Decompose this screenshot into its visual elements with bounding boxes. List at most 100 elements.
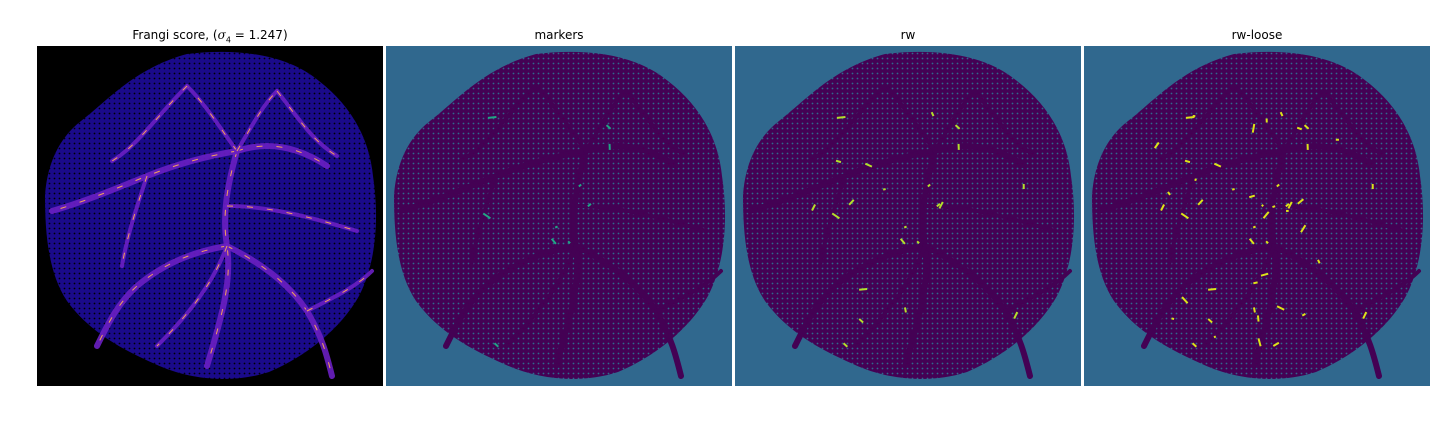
frangi-title-suffix: = 1.247) (230, 28, 288, 42)
vessel-edge-highlight (276, 90, 338, 157)
segment-spot (1213, 162, 1222, 168)
vessel (1003, 269, 1072, 313)
segment-spot (487, 116, 497, 119)
segment-spot (1300, 224, 1307, 233)
segment-spot (882, 188, 886, 191)
vessel (583, 143, 679, 169)
segment-spot (836, 116, 846, 119)
vessel (973, 89, 1037, 158)
segment-spot (1286, 209, 1289, 212)
rw-canvas (735, 46, 1081, 386)
rw-image (735, 46, 1081, 386)
vessel-edge-highlight (236, 145, 328, 167)
segment-spot (1285, 203, 1290, 208)
segment-spot (1265, 118, 1268, 123)
vessel-edge-highlight (96, 245, 228, 347)
segment-spot (831, 212, 840, 220)
vessel (235, 89, 279, 153)
vessel (883, 84, 937, 153)
vessel (932, 143, 1028, 169)
segment-spot (1171, 317, 1175, 320)
vessel-edge-highlight (156, 245, 228, 347)
vessel (1322, 89, 1386, 158)
segment-spot (916, 240, 920, 244)
segment-spot (1251, 123, 1256, 133)
vessel (792, 243, 928, 349)
vessel (185, 84, 239, 153)
segment-spot (859, 288, 868, 291)
segment-spot (1167, 191, 1171, 196)
segment-spot (1261, 204, 1264, 207)
vessel (110, 84, 189, 163)
segment-spot (1231, 188, 1235, 191)
segment-spot (938, 201, 944, 209)
segment-spot (1272, 205, 1276, 209)
segment-spot (1213, 335, 1217, 339)
frangi-title-prefix: Frangi score, ( (132, 28, 218, 42)
segment-spot (864, 162, 873, 168)
frangi-title-subscript: 4 (225, 35, 231, 45)
segment-spot (930, 111, 935, 117)
vessel (469, 174, 498, 268)
vessel-edge-highlight (51, 150, 238, 212)
vessel (1167, 174, 1196, 268)
vessel (853, 244, 927, 348)
vessel (933, 89, 977, 153)
markers-canvas (386, 46, 732, 386)
rw-loose-canvas (1084, 46, 1430, 386)
segment-spot (903, 307, 907, 313)
segment-spot (1252, 307, 1256, 313)
segment-spot (1197, 199, 1204, 206)
rw-loose-title: rw-loose (1231, 28, 1283, 42)
rw-loose-image (1084, 46, 1430, 386)
vessel (459, 84, 538, 163)
segment-spot (1248, 238, 1255, 245)
segment-spot (1180, 212, 1189, 220)
segment-spot (482, 212, 491, 220)
segment-spot (1194, 178, 1197, 182)
segment-spot (1296, 126, 1303, 131)
segment-spot (1362, 311, 1368, 320)
segment-spot (1153, 141, 1160, 149)
markers-title: markers (534, 28, 584, 42)
segment-spot (1013, 311, 1019, 320)
vessel (624, 89, 688, 158)
segment-spot (1317, 259, 1321, 264)
segment-spot (848, 199, 855, 206)
segment-spot (1287, 201, 1293, 209)
vessel-edge-highlight (306, 270, 373, 312)
segment-spot (1256, 315, 1260, 322)
segment-spot (1303, 124, 1310, 130)
segment-spot (587, 203, 592, 208)
vessel (1282, 89, 1326, 153)
vessel (654, 269, 723, 313)
segment-spot (1181, 296, 1189, 304)
segment-spot (608, 143, 611, 150)
segment-spot (1185, 116, 1195, 119)
segment-spot (1272, 341, 1280, 347)
frangi-score-image (37, 46, 383, 386)
segment-spot (567, 240, 571, 244)
segment-spot (927, 183, 931, 188)
vessel (1232, 84, 1286, 153)
segment-spot (936, 203, 941, 208)
segment-spot (1262, 211, 1270, 219)
vessel (443, 243, 579, 349)
segment-spot (903, 225, 907, 229)
segment-spot (954, 124, 961, 130)
segment-spot (899, 238, 906, 245)
markers-image (386, 46, 732, 386)
segment-spot (550, 238, 557, 245)
segment-spot (1276, 305, 1285, 311)
segment-spot (1191, 342, 1198, 348)
segment-spot (1248, 194, 1256, 199)
vessel (808, 84, 887, 163)
vessel (584, 89, 628, 153)
segment-spot (1022, 183, 1025, 190)
segment-spot (1260, 272, 1269, 277)
segment-spot (1276, 183, 1280, 188)
segment-spot (1306, 143, 1309, 150)
segment-spot (835, 159, 842, 164)
segment-spot (1184, 159, 1191, 164)
vessel (1141, 243, 1277, 349)
